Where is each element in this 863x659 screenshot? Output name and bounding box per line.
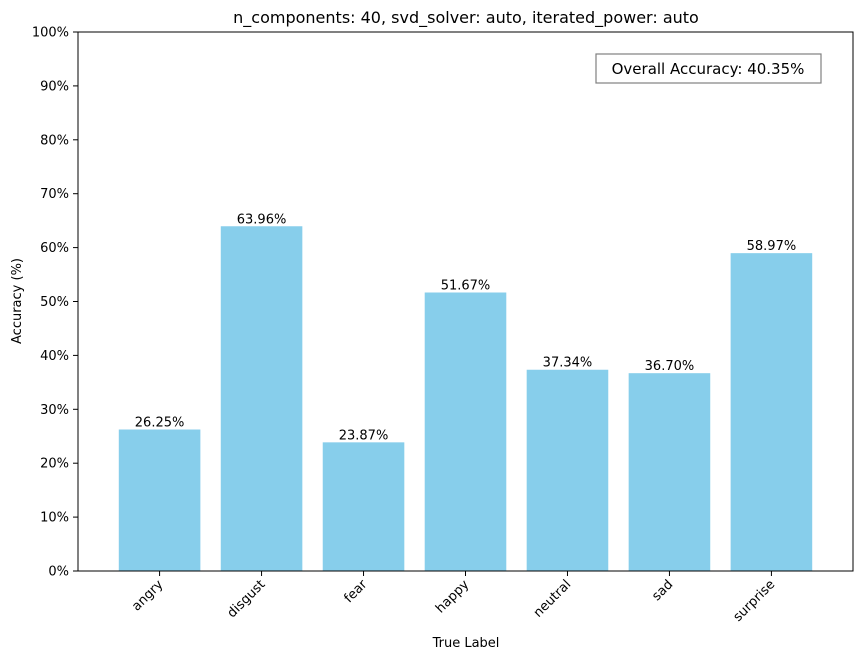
bar-happy — [424, 292, 507, 571]
y-tick-label: 100% — [32, 26, 69, 41]
chart-title: n_components: 40, svd_solver: auto, iter… — [233, 8, 699, 28]
y-tick-label: 80% — [40, 133, 69, 148]
x-tick-label-sad: sad — [649, 577, 676, 604]
bar-neutral — [526, 369, 609, 571]
x-tick-label-fear: fear — [341, 577, 370, 606]
y-tick-label: 10% — [40, 511, 69, 526]
y-tick-label: 70% — [40, 187, 69, 202]
bar-fear — [322, 442, 405, 571]
bar-disgust — [220, 226, 303, 571]
overall-accuracy-annotation: Overall Accuracy: 40.35% — [595, 53, 822, 84]
x-tick-label-happy: happy — [433, 577, 472, 616]
data-label-surprise: 58.97% — [747, 239, 797, 254]
annotation-box — [595, 53, 822, 84]
data-label-neutral: 37.34% — [543, 356, 593, 371]
annotation-text: Overall Accuracy: 40.35% — [612, 60, 805, 78]
data-label-happy: 51.67% — [441, 278, 491, 293]
x-tick-label-angry: angry — [129, 577, 166, 614]
x-tick-label-disgust: disgust — [225, 577, 269, 621]
x-tick-label-surprise: surprise — [731, 577, 779, 625]
x-tick-label-neutral: neutral — [531, 577, 574, 620]
y-axis: 0% 10% 20% 30% 40% 50% 60% 70% 80% 90% 100% — [32, 26, 78, 580]
data-label-disgust: 63.96% — [237, 212, 287, 227]
data-label-sad: 36.70% — [645, 359, 695, 374]
y-tick-label: 90% — [40, 79, 69, 94]
data-label-angry: 26.25% — [135, 416, 185, 431]
x-axis: angry disgust fear happy neutral sad surprise — [129, 571, 778, 625]
data-label-fear: 23.87% — [339, 428, 389, 443]
bar-sad — [628, 373, 711, 571]
y-axis-title: Accuracy (%) — [10, 258, 25, 344]
y-tick-label: 20% — [40, 457, 69, 472]
y-tick-label: 0% — [48, 565, 69, 580]
plot-frame — [77, 31, 854, 572]
y-tick-label: 30% — [40, 403, 69, 418]
y-tick-label: 50% — [40, 295, 69, 310]
y-tick-label: 40% — [40, 349, 69, 364]
bars-group: 26.25% 63.96% 23.87% 51.67% 37.34% 36.70% 58.9… — [118, 212, 813, 571]
y-tick-label: 60% — [40, 241, 69, 256]
bar-angry — [118, 429, 201, 571]
bar-surprise — [730, 253, 813, 571]
x-axis-title: True Label — [432, 636, 500, 651]
